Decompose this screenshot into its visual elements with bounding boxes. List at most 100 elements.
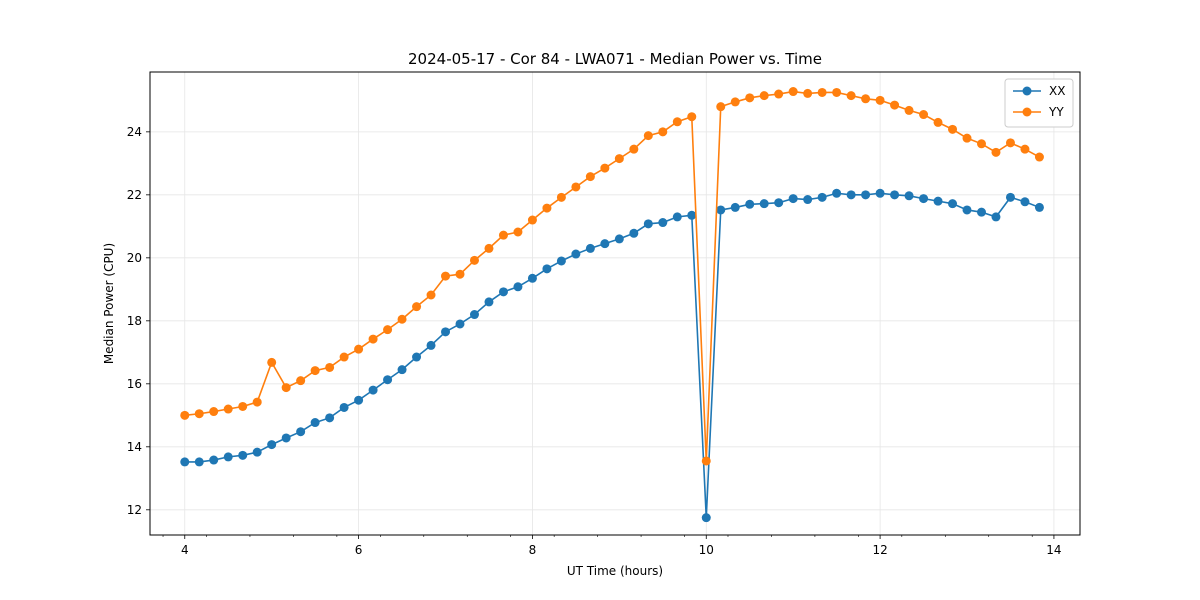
data-point-yy	[252, 397, 262, 407]
data-point-yy	[267, 357, 277, 367]
data-point-yy	[919, 110, 929, 120]
data-point-yy	[1020, 144, 1030, 154]
data-point-yy	[730, 97, 740, 107]
y-tick-label: 20	[127, 251, 142, 265]
data-point-yy	[962, 133, 972, 143]
data-point-xx	[542, 264, 552, 274]
data-point-xx	[527, 273, 537, 283]
data-point-yy	[238, 401, 248, 411]
data-point-yy	[354, 344, 364, 354]
data-point-xx	[991, 212, 1001, 222]
data-point-yy	[296, 376, 306, 386]
data-point-xx	[223, 452, 233, 462]
data-point-yy	[759, 91, 769, 101]
data-point-yy	[209, 407, 219, 417]
data-point-xx	[962, 205, 972, 215]
data-point-yy	[803, 88, 813, 98]
data-point-yy	[281, 383, 291, 393]
data-point-xx	[426, 340, 436, 350]
series-layer	[180, 87, 1044, 523]
x-tick-label: 14	[1046, 543, 1061, 557]
data-point-yy	[875, 95, 885, 105]
data-point-xx	[339, 402, 349, 412]
y-tick-label: 22	[127, 188, 142, 202]
data-point-xx	[484, 297, 494, 307]
chart-title: 2024-05-17 - Cor 84 - LWA071 - Median Po…	[408, 50, 822, 68]
plot-frame	[149, 71, 1081, 536]
data-point-yy	[701, 456, 711, 466]
data-point-yy	[614, 154, 624, 164]
data-point-xx	[571, 249, 581, 259]
data-point-yy	[426, 290, 436, 300]
data-point-xx	[238, 450, 248, 460]
data-point-yy	[817, 87, 827, 97]
data-point-xx	[397, 365, 407, 375]
data-point-yy	[832, 87, 842, 97]
data-point-yy	[556, 192, 566, 202]
data-point-xx	[658, 218, 668, 228]
data-point-yy	[904, 105, 914, 115]
data-point-xx	[310, 418, 320, 428]
legend-marker-xx	[1022, 86, 1032, 96]
data-point-yy	[1005, 138, 1015, 148]
x-tick-label: 4	[181, 543, 189, 557]
data-point-xx	[788, 194, 798, 204]
data-point-xx	[716, 205, 726, 215]
data-point-xx	[412, 352, 422, 362]
legend: XX YY	[1004, 78, 1074, 128]
x-tick-label: 10	[699, 543, 714, 557]
data-point-yy	[527, 215, 537, 225]
data-point-xx	[629, 228, 639, 238]
data-point-xx	[803, 195, 813, 205]
data-point-xx	[976, 207, 986, 217]
axes: 4 6 8 10 12 14 12 14 16 18 20 22 24	[127, 125, 1062, 557]
data-point-yy	[890, 100, 900, 110]
data-point-xx	[1005, 192, 1015, 202]
data-point-xx	[498, 287, 508, 297]
data-point-yy	[469, 255, 479, 265]
data-point-yy	[383, 325, 393, 335]
data-point-xx	[687, 210, 697, 220]
data-point-yy	[846, 91, 856, 101]
data-point-xx	[281, 433, 291, 443]
data-point-yy	[976, 139, 986, 149]
data-point-xx	[513, 282, 523, 292]
data-point-yy	[542, 203, 552, 213]
data-point-yy	[643, 131, 653, 141]
legend-label-yy: YY	[1048, 105, 1064, 119]
data-point-xx	[861, 190, 871, 200]
data-point-xx	[585, 243, 595, 253]
data-point-xx	[600, 239, 610, 249]
data-point-yy	[687, 112, 697, 122]
data-point-xx	[759, 199, 769, 209]
data-point-xx	[325, 413, 335, 423]
data-point-xx	[556, 256, 566, 266]
data-point-yy	[948, 124, 958, 134]
data-point-yy	[180, 410, 190, 420]
data-point-xx	[469, 310, 479, 320]
legend-label-xx: XX	[1049, 84, 1065, 98]
data-point-yy	[774, 89, 784, 99]
x-tick-label: 6	[355, 543, 363, 557]
data-point-xx	[890, 190, 900, 200]
data-point-xx	[383, 375, 393, 385]
data-point-yy	[412, 302, 422, 312]
data-point-yy	[310, 366, 320, 376]
data-point-xx	[209, 455, 219, 465]
data-point-xx	[774, 198, 784, 208]
data-point-yy	[223, 404, 233, 414]
data-point-yy	[455, 269, 465, 279]
data-point-xx	[846, 190, 856, 200]
data-point-xx	[701, 513, 711, 523]
data-point-xx	[745, 199, 755, 209]
data-point-xx	[368, 385, 378, 395]
data-point-xx	[180, 457, 190, 467]
data-point-yy	[1034, 152, 1044, 162]
data-point-yy	[991, 147, 1001, 157]
data-point-xx	[832, 188, 842, 198]
data-point-xx	[643, 219, 653, 229]
data-point-xx	[296, 427, 306, 437]
x-tick-label: 12	[872, 543, 887, 557]
data-point-yy	[325, 362, 335, 372]
data-point-yy	[788, 87, 798, 97]
